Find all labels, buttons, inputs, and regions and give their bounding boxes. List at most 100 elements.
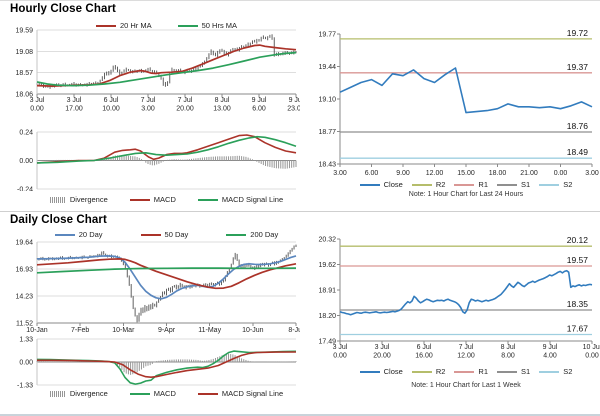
x-tick-label: 8.00 (501, 353, 515, 360)
x-tick-label: 21.00 (520, 170, 538, 177)
y-tick-label: 19.59 (15, 28, 33, 35)
x-tick-label: 6 Jul (417, 344, 432, 351)
x-tick-label: 0.00 (333, 353, 347, 360)
hourly-pivot-legend: Close R2 R1 S1 S2 (340, 180, 592, 189)
r2-line-swatch (411, 370, 432, 373)
x-tick-label: 10-Mar (112, 327, 135, 334)
legend-label: Divergence (69, 389, 108, 398)
macd-signal-line-swatch (197, 392, 218, 395)
x-tick-label: 3.00 (333, 170, 347, 177)
x-tick-label: 17.00 (65, 106, 83, 113)
y-tick-label: 18.43 (318, 162, 336, 169)
hourly-ma-legend: 20 Hr MA 50 Hrs MA (37, 21, 296, 30)
ma200d-line-swatch (226, 233, 247, 236)
x-tick-label: 9 Jul (252, 97, 267, 104)
x-tick-label: 3 Jul (333, 344, 348, 351)
pivot-value-label: 19.37 (567, 62, 589, 72)
x-tick-label: 7 Jul (459, 344, 474, 351)
y-tick-label: 19.44 (318, 64, 336, 71)
pivot-value-label: 18.76 (567, 121, 589, 131)
y-tick-label: 1.33 (19, 337, 33, 344)
legend-label: S1 (521, 180, 531, 189)
x-tick-label: 11-May (198, 327, 221, 334)
y-tick-label: 17.49 (318, 339, 336, 346)
divergence-bars-swatch (49, 390, 66, 397)
legend-label: R1 (478, 367, 488, 376)
s2-line-swatch (539, 370, 560, 373)
close-line-swatch (359, 183, 380, 186)
x-tick-label: 0.00 (30, 106, 44, 113)
legend-label: S2 (563, 180, 573, 189)
y-tick-label: 0.00 (19, 360, 33, 367)
legend-label: Close (383, 367, 403, 376)
legend-item-20hr-ma: 20 Hr MA (95, 21, 152, 30)
legend-label: MACD Signal Line (221, 389, 284, 398)
s1-line-swatch (497, 370, 517, 373)
x-tick-label: 8 Jul (215, 97, 230, 104)
hourly-pivot-note: Note: 1 Hour Chart for Last 24 Hours (408, 191, 524, 198)
legend-label: 20 Day (78, 230, 103, 239)
x-tick-label: 9.00 (396, 170, 410, 177)
legend-label: 50 Day (164, 230, 189, 239)
y-tick-label: 0.24 (19, 130, 33, 137)
legend-item-s1: S1 (497, 180, 530, 189)
legend-item-macd-signal: MACD Signal Line (197, 195, 284, 204)
legend-label: MACD (153, 389, 176, 398)
r1-line-swatch (454, 183, 475, 186)
x-tick-label: 3 Jul (375, 344, 390, 351)
x-tick-label: 6.00 (252, 106, 266, 113)
legend-item-s2: S2 (539, 180, 572, 189)
legend-item-r1: R1 (454, 367, 488, 376)
pivot-value-label: 18.35 (567, 299, 589, 309)
pivot-value-label: 19.57 (567, 255, 589, 265)
x-tick-label: 18.00 (489, 170, 507, 177)
y-tick-label: -0.24 (17, 187, 33, 192)
legend-label: S1 (521, 367, 531, 376)
x-tick-label: 10.00 (102, 106, 120, 113)
legend-label: R2 (435, 367, 446, 376)
legend-label: MACD Signal Line (221, 195, 284, 204)
x-tick-label: 6 Jul (104, 97, 119, 104)
x-tick-label: 10-Jan (26, 327, 48, 334)
s1-line-swatch (497, 183, 517, 186)
legend-label: R1 (478, 180, 488, 189)
x-tick-label: 6.00 (365, 170, 379, 177)
x-tick-label: 7 Jul (141, 97, 156, 104)
s2-line-swatch (539, 183, 560, 186)
pivot-value-label: 18.49 (567, 147, 589, 157)
pivot-value-label: 17.67 (567, 324, 589, 334)
x-tick-label: 0.00 (585, 353, 599, 360)
daily-chart-title: Daily Close Chart (10, 214, 107, 226)
x-tick-label: 9 Jul (543, 344, 558, 351)
legend-item-r2: R2 (411, 367, 446, 376)
x-tick-label: 12.00 (426, 170, 444, 177)
daily-macd-chart: 1.33 0.00 -1.33 (17, 337, 297, 390)
x-tick-label: 3 Jul (67, 97, 82, 104)
y-tick-label: 19.08 (15, 49, 33, 56)
y-tick-label: 11.52 (16, 321, 33, 328)
legend-label: R2 (435, 180, 446, 189)
daily-pivot-legend: Close R2 R1 S1 S2 (340, 367, 592, 376)
hourly-macd-chart: 0.24 0.00 -0.24 (17, 130, 297, 192)
y-tick-label: 18.20 (318, 313, 336, 320)
x-tick-label: 10 Jul (583, 344, 600, 351)
ma20-line-swatch (95, 24, 116, 27)
legend-item-macd: MACD (129, 195, 176, 204)
x-tick-label: 8-Jul (288, 327, 300, 334)
x-tick-label: 16.00 (415, 353, 433, 360)
legend-item-s2: S2 (539, 367, 572, 376)
ma20d-line-swatch (54, 233, 75, 236)
x-tick-label: 15.00 (457, 170, 475, 177)
x-tick-label: 9-Apr (158, 327, 176, 334)
x-tick-label: 3 Jul (30, 97, 45, 104)
legend-label: Close (383, 180, 403, 189)
x-tick-label: 13.00 (213, 106, 231, 113)
hourly-macd-legend: Divergence MACD MACD Signal Line (37, 195, 296, 204)
y-tick-label: 19.10 (318, 97, 336, 104)
section-divider (0, 211, 600, 212)
daily-pivot-note: Note: 1 Hour Chart for Last 1 Week (411, 382, 521, 389)
y-tick-label: 19.62 (318, 262, 336, 269)
x-tick-label: 20.00 (176, 106, 194, 113)
